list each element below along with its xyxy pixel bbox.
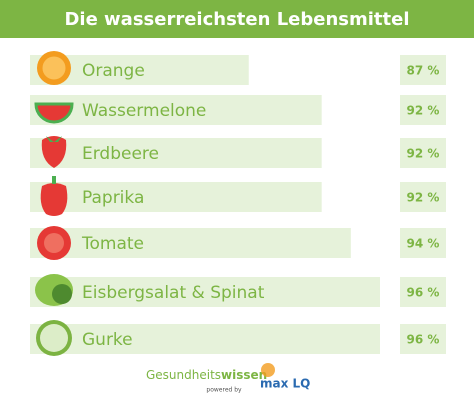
cucumber-inner [40,324,68,352]
chart-title: Die wasserreichsten Lebensmittel [64,9,409,30]
footer-brand: Gesundheitswissen [146,368,267,382]
pepper-stem [52,176,56,184]
bar [30,182,322,212]
spinach-icon [52,284,72,304]
value-box [400,324,446,354]
orange-inner [41,55,67,81]
tomato-inner [44,233,64,253]
bar [30,228,351,258]
category-label: Gurke [82,330,133,350]
category-label: Eisbergsalat & Spinat [82,283,265,303]
powered-by: powered by [206,387,242,394]
bar [30,95,322,125]
value-label: 96 % [407,286,440,300]
value-box [400,138,446,168]
category-label: Orange [82,61,145,81]
strawberry-icon [41,136,67,168]
value-label: 87 % [407,64,440,78]
value-box [400,228,446,258]
watermelon-icon [34,102,74,124]
strawberry-leaf [46,136,62,142]
brand-bold: wissen [221,368,267,382]
category-label: Wassermelone [82,101,206,121]
bar [30,138,322,168]
bars: Orange 87 % Wassermelone 92 % Erdbeere 92 % Pa… [30,55,446,354]
value-label: 92 % [407,191,440,205]
category-label: Tomate [81,234,144,254]
category-label: Paprika [82,188,144,208]
icons [34,51,74,356]
brand-light: Gesundheits [146,368,221,382]
value-box [400,95,446,125]
category-label: Erdbeere [82,144,159,164]
value-box [400,182,446,212]
bar [30,324,380,354]
value-box [400,277,446,307]
value-label: 92 % [407,104,440,118]
title-banner [0,0,474,38]
pepper-icon [40,183,68,216]
value-label: 92 % [407,147,440,161]
value-box [400,55,446,85]
bar [30,277,380,307]
value-label: 94 % [407,237,440,251]
partner-logo [261,363,275,377]
footer: Gesundheitswissen powered by max LQ [146,363,310,394]
value-label: 96 % [407,333,440,347]
partner-name: max LQ [260,377,310,391]
